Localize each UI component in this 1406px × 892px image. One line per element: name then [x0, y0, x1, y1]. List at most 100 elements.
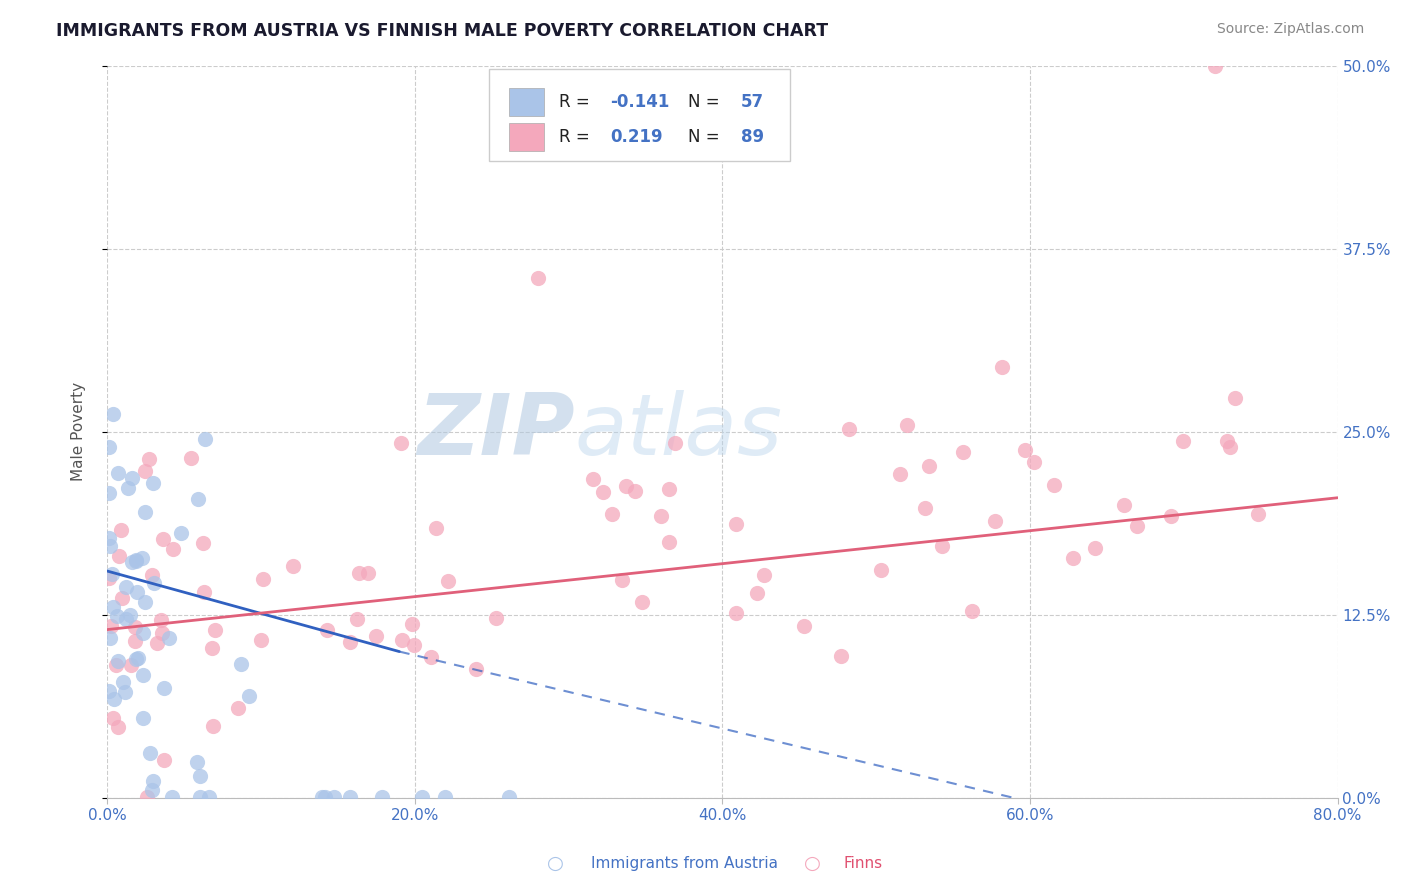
Point	[101, 711, 124, 725]
Point	[592, 484, 614, 499]
Text: Immigrants from Austria: Immigrants from Austria	[591, 856, 778, 871]
Point	[153, 681, 176, 695]
Point	[111, 591, 134, 605]
Point	[339, 635, 361, 649]
Point	[124, 554, 146, 568]
Text: N =: N =	[688, 128, 724, 146]
Point	[1160, 508, 1182, 523]
Point	[142, 774, 165, 789]
Point	[108, 549, 131, 563]
Point	[107, 654, 129, 668]
Point	[127, 650, 149, 665]
Point	[150, 626, 173, 640]
Point	[370, 789, 392, 804]
Text: Finns: Finns	[844, 856, 883, 871]
Point	[582, 472, 605, 486]
Point	[152, 533, 174, 547]
Point	[389, 435, 412, 450]
Point	[526, 271, 548, 285]
Point	[142, 476, 165, 491]
Point	[160, 789, 183, 804]
Point	[204, 624, 226, 638]
Point	[931, 539, 953, 553]
Point	[145, 636, 167, 650]
Point	[117, 481, 139, 495]
Text: ZIP: ZIP	[418, 391, 575, 474]
Point	[624, 484, 647, 499]
Point	[411, 789, 433, 804]
Point	[724, 516, 747, 531]
Point	[991, 360, 1014, 375]
Point	[434, 789, 457, 804]
Point	[1022, 455, 1045, 469]
Point	[311, 789, 333, 804]
Point	[1247, 507, 1270, 521]
Point	[132, 711, 155, 725]
Point	[101, 566, 124, 581]
Point	[153, 753, 176, 767]
Point	[1204, 59, 1226, 73]
Point	[465, 662, 488, 676]
Point	[631, 595, 654, 609]
Point	[134, 505, 156, 519]
Point	[349, 566, 371, 581]
Point	[1014, 442, 1036, 457]
Point	[983, 514, 1005, 528]
Text: R =: R =	[558, 94, 595, 112]
Point	[194, 432, 217, 446]
FancyBboxPatch shape	[509, 88, 544, 116]
Point	[658, 482, 681, 496]
Point	[98, 631, 121, 645]
Point	[188, 789, 211, 804]
Point	[830, 649, 852, 664]
Point	[103, 407, 125, 421]
Point	[115, 580, 138, 594]
Point	[105, 609, 128, 624]
Point	[107, 466, 129, 480]
Point	[1112, 498, 1135, 512]
Point	[402, 638, 425, 652]
Point	[664, 435, 686, 450]
Point	[1215, 434, 1237, 448]
Text: ○: ○	[804, 854, 821, 873]
Point	[498, 789, 520, 804]
Point	[658, 535, 681, 549]
Point	[131, 626, 153, 640]
Point	[169, 526, 191, 541]
Point	[357, 566, 380, 581]
Text: ○: ○	[547, 854, 564, 873]
Point	[616, 479, 638, 493]
Point	[231, 657, 253, 672]
Point	[1219, 440, 1241, 454]
Point	[188, 769, 211, 783]
Point	[139, 747, 162, 761]
FancyBboxPatch shape	[509, 123, 544, 152]
Y-axis label: Male Poverty: Male Poverty	[72, 383, 86, 482]
Point	[134, 464, 156, 478]
Point	[1084, 541, 1107, 555]
Point	[838, 422, 860, 436]
Point	[391, 633, 413, 648]
Text: atlas: atlas	[575, 391, 783, 474]
Point	[425, 521, 447, 535]
Point	[896, 417, 918, 432]
Point	[97, 684, 120, 698]
Text: 57: 57	[741, 94, 763, 112]
Point	[1043, 477, 1066, 491]
Point	[114, 612, 136, 626]
Point	[125, 584, 148, 599]
Point	[612, 574, 634, 588]
Point	[107, 720, 129, 734]
Point	[180, 450, 202, 465]
FancyBboxPatch shape	[488, 70, 790, 161]
Point	[97, 571, 120, 585]
Point	[201, 641, 224, 656]
Point	[754, 568, 776, 582]
Point	[793, 619, 815, 633]
Point	[120, 657, 142, 672]
Point	[186, 756, 208, 770]
Point	[103, 691, 125, 706]
Point	[314, 789, 336, 804]
Text: 0.219: 0.219	[610, 128, 664, 146]
Point	[131, 550, 153, 565]
